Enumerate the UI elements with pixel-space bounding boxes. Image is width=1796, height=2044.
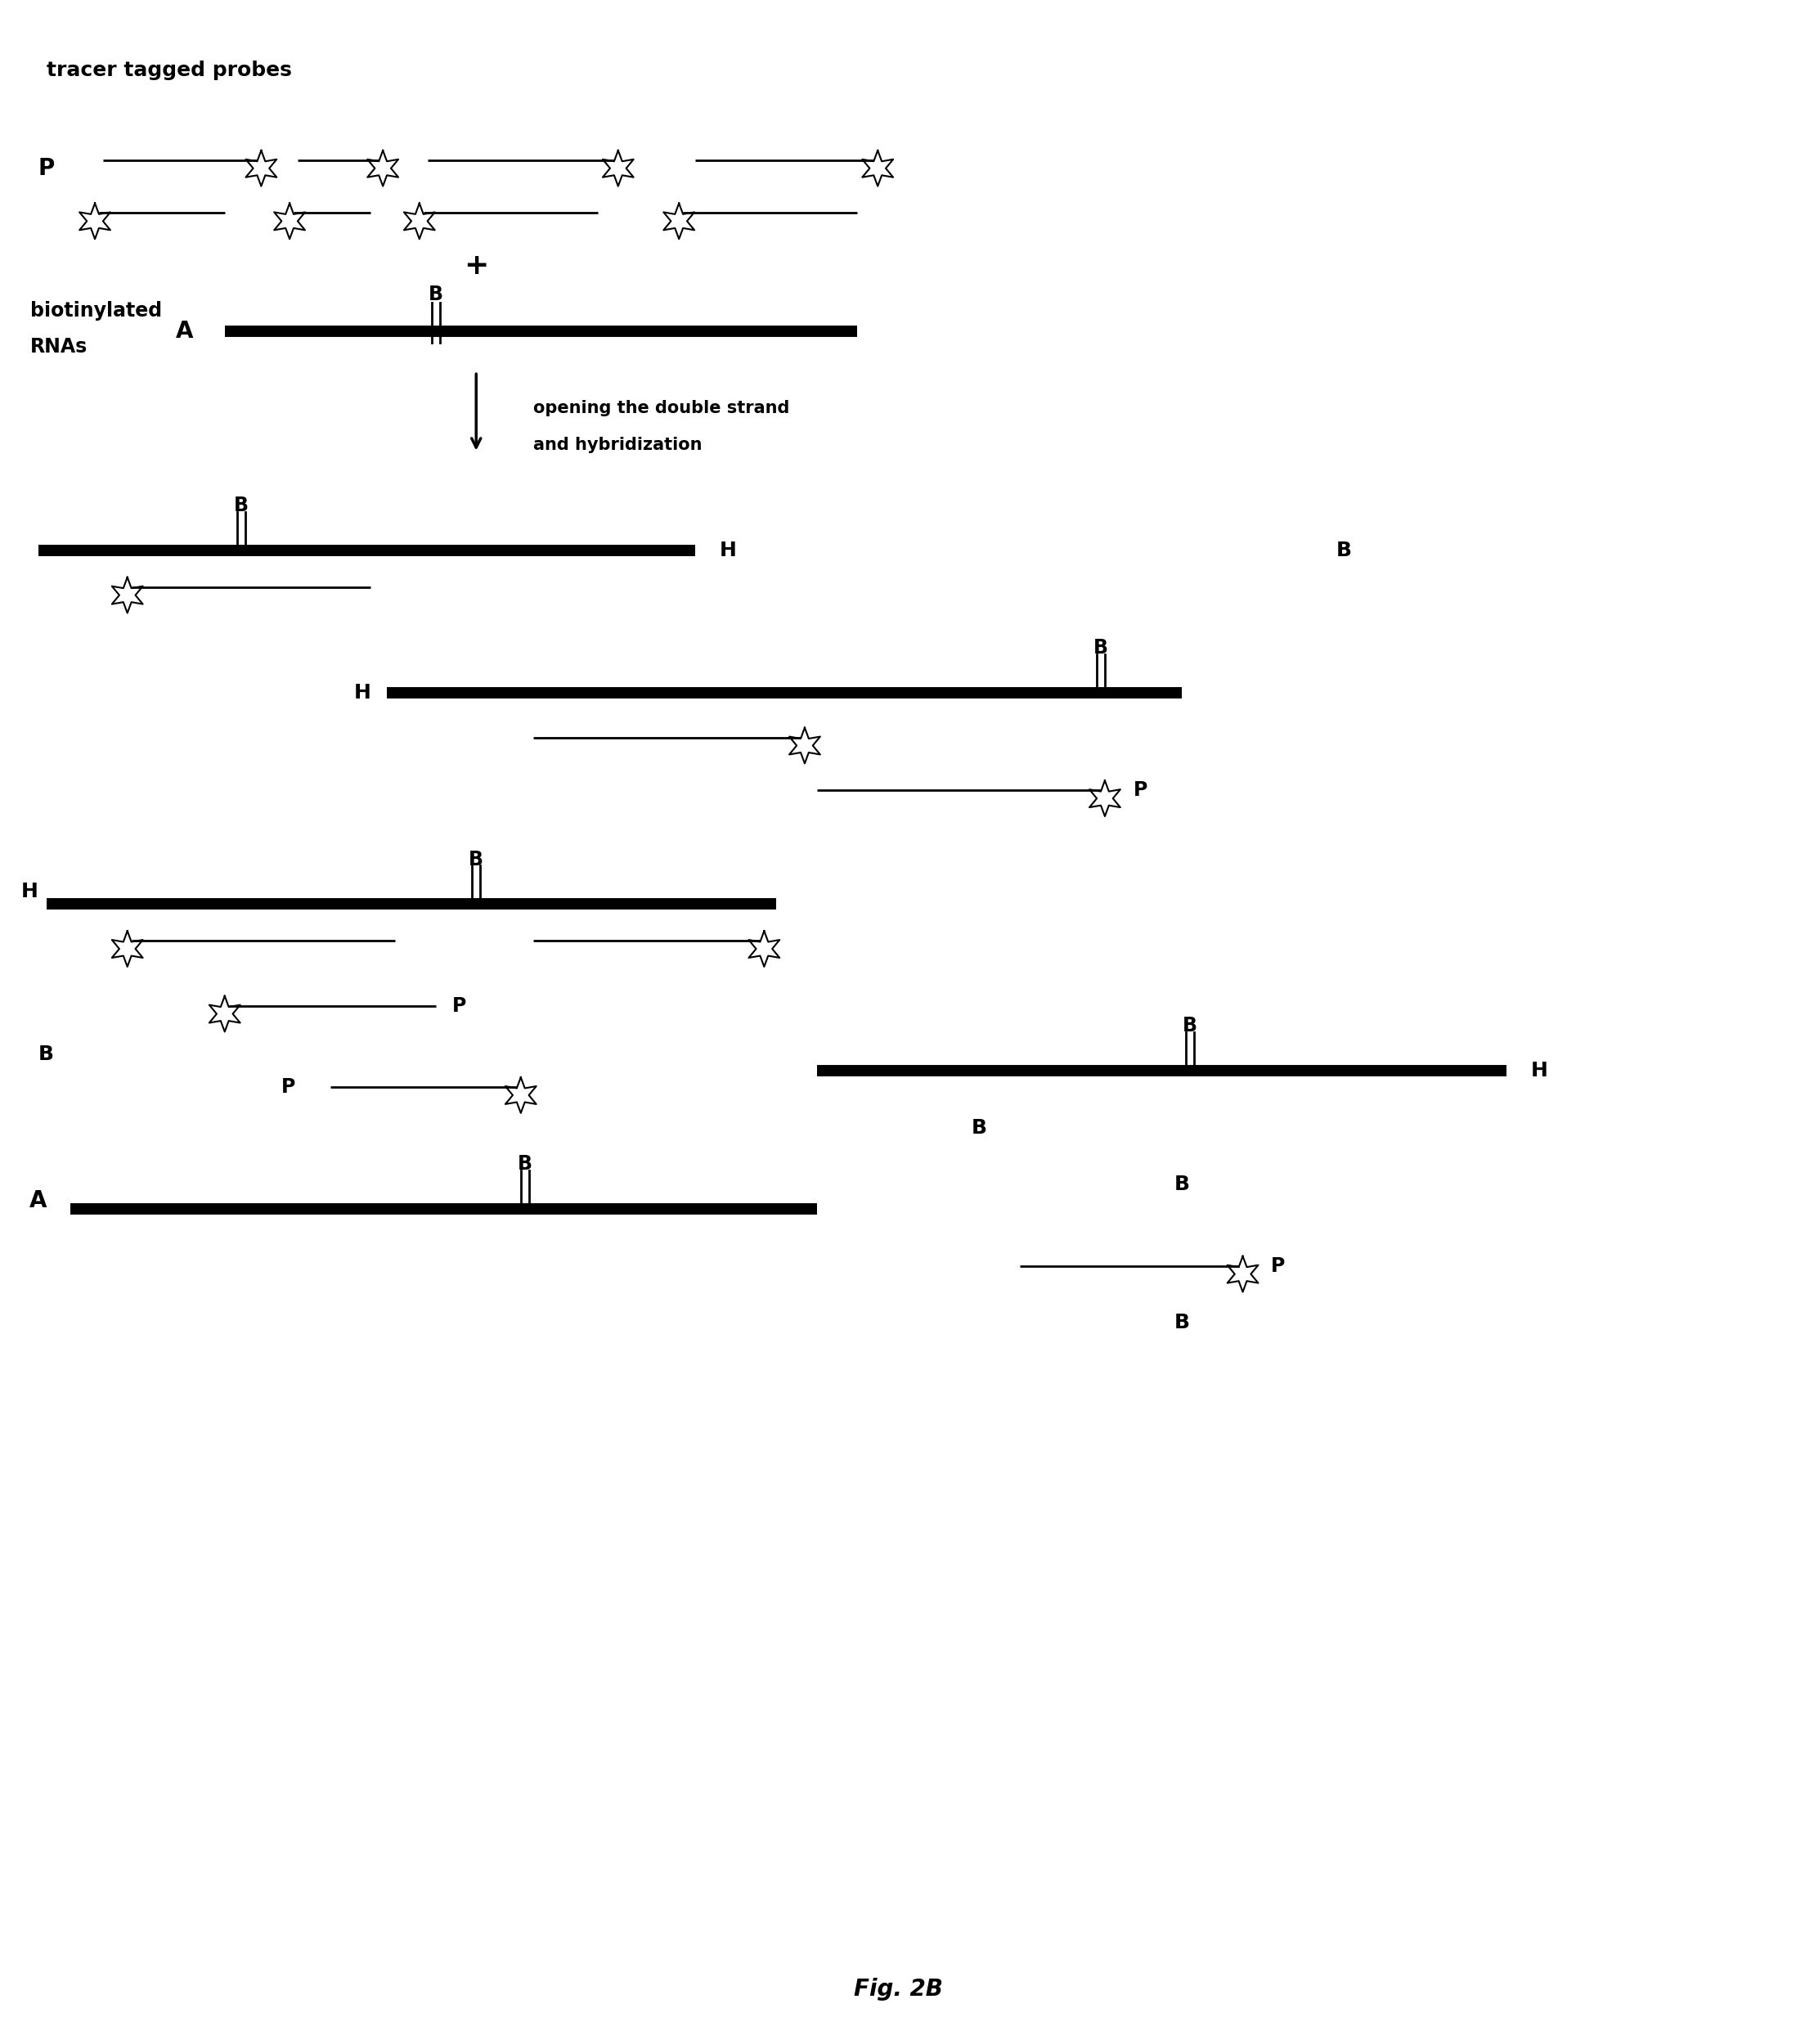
Text: H: H (354, 683, 370, 703)
Text: +: + (463, 251, 489, 280)
Text: B: B (233, 497, 248, 515)
Text: B: B (1094, 638, 1108, 658)
Text: Fig. 2B: Fig. 2B (853, 1979, 943, 2001)
Text: P: P (38, 157, 54, 180)
Text: A: A (29, 1190, 47, 1212)
Text: and hybridization: and hybridization (533, 437, 702, 454)
Text: B: B (38, 1044, 54, 1065)
Text: B: B (469, 850, 483, 869)
Text: opening the double strand: opening the double strand (533, 401, 788, 417)
Text: B: B (1175, 1312, 1189, 1333)
Text: H: H (22, 883, 38, 901)
Text: P: P (1133, 781, 1148, 799)
Text: P: P (1272, 1257, 1286, 1275)
Text: RNAs: RNAs (31, 337, 88, 358)
Text: B: B (1336, 540, 1352, 560)
Text: A: A (176, 319, 192, 341)
Text: B: B (1175, 1175, 1189, 1194)
Text: P: P (453, 995, 465, 1016)
Text: B: B (1184, 1016, 1198, 1036)
Text: B: B (517, 1155, 532, 1173)
Text: biotinylated: biotinylated (31, 300, 162, 321)
Text: tracer tagged probes: tracer tagged probes (47, 61, 291, 80)
Text: H: H (720, 540, 736, 560)
Text: H: H (1530, 1061, 1548, 1081)
Text: B: B (972, 1118, 986, 1139)
Text: P: P (282, 1077, 296, 1098)
Text: B: B (427, 284, 444, 305)
